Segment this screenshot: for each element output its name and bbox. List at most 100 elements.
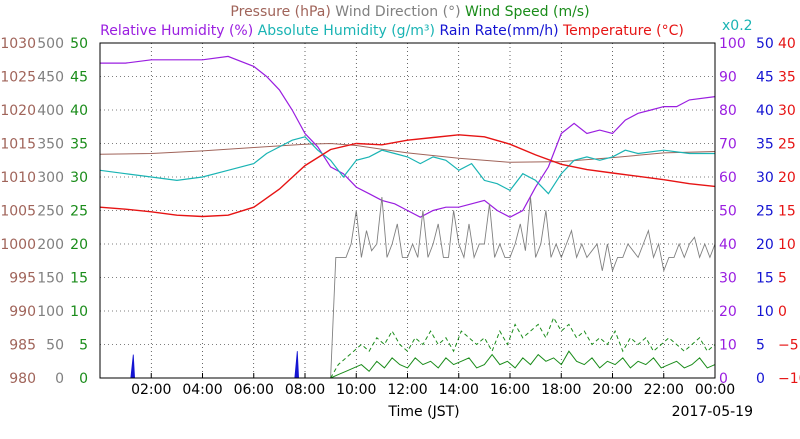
right-axis-tick-label: 90 (719, 70, 737, 86)
series-relative-humidity (100, 55, 716, 218)
axes-layer: 02:00 04:00 06:00 08:00 10:00 12:00 14:00 16:00… (0, 36, 800, 398)
right-axis-tick-label: 0 (778, 304, 787, 320)
right-axis-tick-label: 60 (719, 170, 737, 186)
left-axis-tick-label: 990 (9, 304, 36, 320)
x-tick-label: 20:00 (592, 382, 632, 398)
x-tick-label: 16:00 (490, 382, 530, 398)
right-axis-tick-label: 40 (778, 36, 796, 52)
x-tick-label: 00:00 (695, 382, 735, 398)
left-axis-tick-label: 450 (37, 70, 64, 86)
header-row-1: Pressure (hPa) Wind Direction (°) Wind S… (230, 4, 589, 20)
right-axis-tick-label: 20 (719, 304, 737, 320)
series-layer (99, 55, 716, 379)
left-axis-tick-label: 15 (70, 271, 88, 287)
x-tick-label: 12:00 (387, 382, 427, 398)
right-axis-tick-label: 25 (778, 137, 796, 153)
right-axis-tick-label: −10 (778, 371, 800, 387)
left-axis-tick-label: 25 (70, 204, 88, 220)
right-axis-tick-label: 0 (756, 371, 765, 387)
right-axis-tick-label: 15 (756, 271, 774, 287)
series-pressure (99, 142, 716, 163)
x-tick-label: 04:00 (182, 382, 222, 398)
header-item: Relative Humidity (%) (100, 23, 253, 39)
left-axis-tick-label: 1030 (0, 36, 36, 52)
left-axis-tick-label: 350 (37, 137, 64, 153)
left-axis-tick-label: 1020 (0, 103, 36, 119)
right-axis-tick-label: 30 (719, 271, 737, 287)
right-axis-tick-label: 10 (756, 304, 774, 320)
left-axis-tick-label: 50 (70, 36, 88, 52)
left-axis-tick-label: 100 (37, 304, 64, 320)
left-axis-tick-label: 500 (37, 36, 64, 52)
left-axis-tick-label: 30 (70, 170, 88, 186)
right-axis-tick-label: 5 (756, 338, 765, 354)
right-axis-tick-label: 50 (756, 36, 774, 52)
chart-header: Pressure (hPa) Wind Direction (°) Wind S… (100, 4, 752, 39)
x-axis-label: Time (JST) (387, 404, 459, 420)
right-axis-tick-label: 40 (756, 103, 774, 119)
left-axis-tick-label: 20 (70, 237, 88, 253)
left-axis-tick-label: 995 (9, 271, 36, 287)
series-wind-direction (330, 197, 716, 379)
left-axis-tick-label: 1005 (0, 204, 36, 220)
left-axis-tick-label: 1025 (0, 70, 36, 86)
right-axis-tick-label: 5 (778, 271, 787, 287)
left-axis-tick-label: 0 (55, 371, 64, 387)
x-tick-label: 18:00 (541, 382, 581, 398)
left-axis-tick-label: 45 (70, 70, 88, 86)
series-wind-speed (100, 350, 716, 379)
right-axis-tick-label: 40 (719, 237, 737, 253)
left-axis-tick-label: 1015 (0, 137, 36, 153)
header-item: Absolute Humidity (g/m³) (253, 23, 435, 39)
header-item: Temperature (°C) (559, 23, 684, 39)
left-axis-tick-label: 0 (79, 371, 88, 387)
date-label: 2017-05-19 (672, 404, 753, 420)
left-axis-tick-label: 200 (37, 237, 64, 253)
right-axis-tick-label: 20 (756, 237, 774, 253)
right-axis-tick-label: 45 (756, 70, 774, 86)
left-axis-tick-label: 5 (79, 338, 88, 354)
x-tick-label: 08:00 (285, 382, 325, 398)
x-tick-label: 14:00 (439, 382, 479, 398)
right-axis-tick-label: 35 (756, 137, 774, 153)
left-axis-tick-label: 250 (37, 204, 64, 220)
right-axis-tick-label: 25 (756, 204, 774, 220)
right-axis-tick-label: 10 (719, 338, 737, 354)
series-absolute-humidity (99, 136, 715, 195)
series-wind-gust (330, 316, 716, 379)
right-axis-tick-label: 10 (778, 237, 796, 253)
header-item: Pressure (hPa) (230, 4, 330, 20)
x-tick-label: 06:00 (234, 382, 274, 398)
right-axis-tick-label: 30 (778, 103, 796, 119)
right-axis-tick-label: −5 (778, 338, 799, 354)
right-axis-tick-label: 20 (778, 170, 796, 186)
right-axis-tick-label: 80 (719, 103, 737, 119)
left-axis-tick-label: 400 (37, 103, 64, 119)
left-axis-tick-label: 50 (46, 338, 64, 354)
header-item: Rain Rate(mm/h) (435, 23, 559, 39)
x-tick-label: 02:00 (131, 382, 171, 398)
right-axis-tick-label: 30 (756, 170, 774, 186)
left-axis-tick-label: 35 (70, 137, 88, 153)
left-axis-tick-label: 10 (70, 304, 88, 320)
left-axis-tick-label: 150 (37, 271, 64, 287)
right-axis-tick-label: 15 (778, 204, 796, 220)
left-axis-tick-label: 1000 (0, 237, 36, 253)
header-item: Wind Speed (m/s) (461, 4, 590, 20)
header-item: Wind Direction (°) (331, 4, 461, 20)
x-tick-label: 22:00 (644, 382, 684, 398)
x-tick-label: 10:00 (336, 382, 376, 398)
right-axis-tick-label: 50 (719, 204, 737, 220)
scale-note: x0.2 (722, 18, 753, 34)
left-axis-tick-label: 40 (70, 103, 88, 119)
right-axis-tick-label: 70 (719, 137, 737, 153)
right-axis-tick-label: 0 (719, 371, 728, 387)
series-temperature (99, 134, 716, 218)
left-axis-tick-label: 980 (9, 371, 36, 387)
left-axis-tick-label: 985 (9, 338, 36, 354)
right-axis-tick-label: 35 (778, 70, 796, 86)
left-axis-tick-label: 300 (37, 170, 64, 186)
left-axis-tick-label: 1010 (0, 170, 36, 186)
